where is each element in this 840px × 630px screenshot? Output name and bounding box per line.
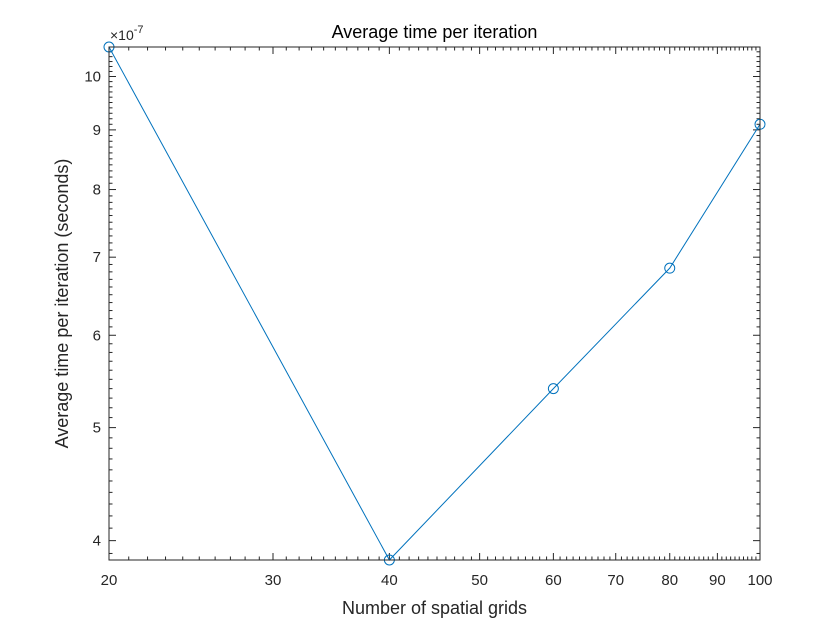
y-tick-label: 8 — [93, 182, 101, 199]
y-tick-label: 4 — [93, 533, 101, 550]
x-tick-label: 80 — [661, 572, 678, 589]
series-line — [108, 46, 761, 561]
y-tick-label: 7 — [93, 249, 101, 266]
plot-area-box — [108, 46, 761, 561]
y-tick-label: 10 — [84, 69, 101, 86]
y-tick-label: 5 — [93, 420, 101, 437]
data-point-marker — [664, 262, 676, 274]
data-point-marker — [547, 383, 559, 395]
y-tick-label: 6 — [93, 327, 101, 344]
chart-title: Average time per iteration — [332, 22, 538, 42]
y-exponent-power: -7 — [134, 24, 144, 36]
x-axis-title: Number of spatial grids — [342, 598, 527, 618]
x-tick-label: 100 — [747, 572, 772, 589]
plot-area-background — [109, 47, 760, 560]
y-exponent-base: ×10 — [110, 27, 134, 43]
x-tick-label: 60 — [545, 572, 562, 589]
x-tick-label: 90 — [709, 572, 726, 589]
y-axis-title: Average time per iteration (seconds) — [52, 159, 72, 449]
x-tick-label: 40 — [381, 572, 398, 589]
x-tick-label: 20 — [101, 572, 118, 589]
y-exponent-label: ×10-7 — [110, 24, 144, 43]
x-tick-label: 50 — [471, 572, 488, 589]
y-tick-label: 9 — [93, 122, 101, 139]
x-tick-label: 30 — [265, 572, 282, 589]
minor-ticks — [109, 46, 760, 560]
x-tick-label: 70 — [607, 572, 624, 589]
tick-labels: 20 30 40 50 60 70 80 90 100 4 5 6 7 8 9 10 — [84, 69, 772, 589]
major-ticks — [108, 47, 761, 560]
